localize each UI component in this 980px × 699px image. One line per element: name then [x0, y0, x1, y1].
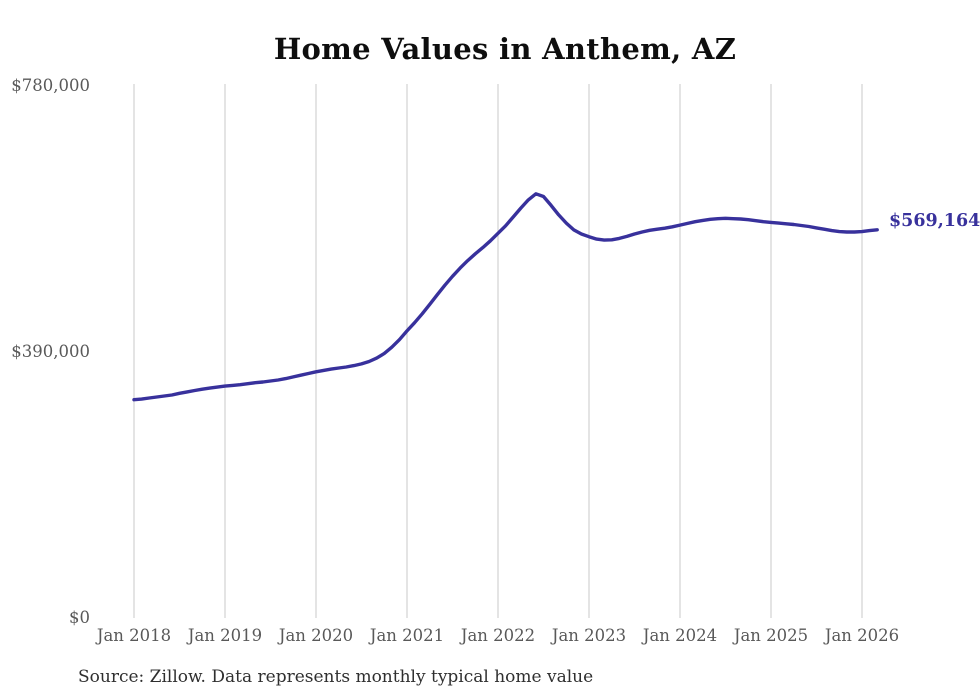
x-tick-label: Jan 2024 [642, 626, 718, 645]
chart-title: Home Values in Anthem, AZ [273, 32, 737, 66]
x-tick-label: Jan 2018 [96, 626, 172, 645]
x-tick-label: Jan 2023 [551, 626, 627, 645]
x-tick-label: Jan 2021 [369, 626, 445, 645]
current-value-label: $569,164 [889, 211, 980, 231]
y-tick-label: $0 [69, 608, 90, 627]
x-tick-label: Jan 2026 [824, 626, 900, 645]
home-value-line [132, 192, 879, 402]
y-tick-label: $780,000 [11, 76, 90, 95]
x-tick-label: Jan 2022 [460, 626, 536, 645]
source-note: Source: Zillow. Data represents monthly … [78, 667, 594, 687]
x-tick-label: Jan 2025 [733, 626, 809, 645]
x-tick-label: Jan 2019 [187, 626, 263, 645]
y-tick-label: $390,000 [11, 342, 90, 361]
x-tick-label: Jan 2020 [278, 626, 354, 645]
